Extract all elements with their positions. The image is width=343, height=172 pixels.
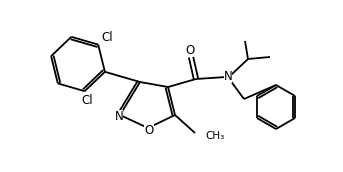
Text: N: N [115, 110, 123, 122]
Text: Cl: Cl [101, 31, 113, 44]
Text: CH₃: CH₃ [205, 131, 224, 141]
Text: Cl: Cl [82, 94, 93, 107]
Text: N: N [224, 69, 232, 83]
Text: O: O [185, 44, 194, 56]
Text: O: O [144, 123, 154, 137]
